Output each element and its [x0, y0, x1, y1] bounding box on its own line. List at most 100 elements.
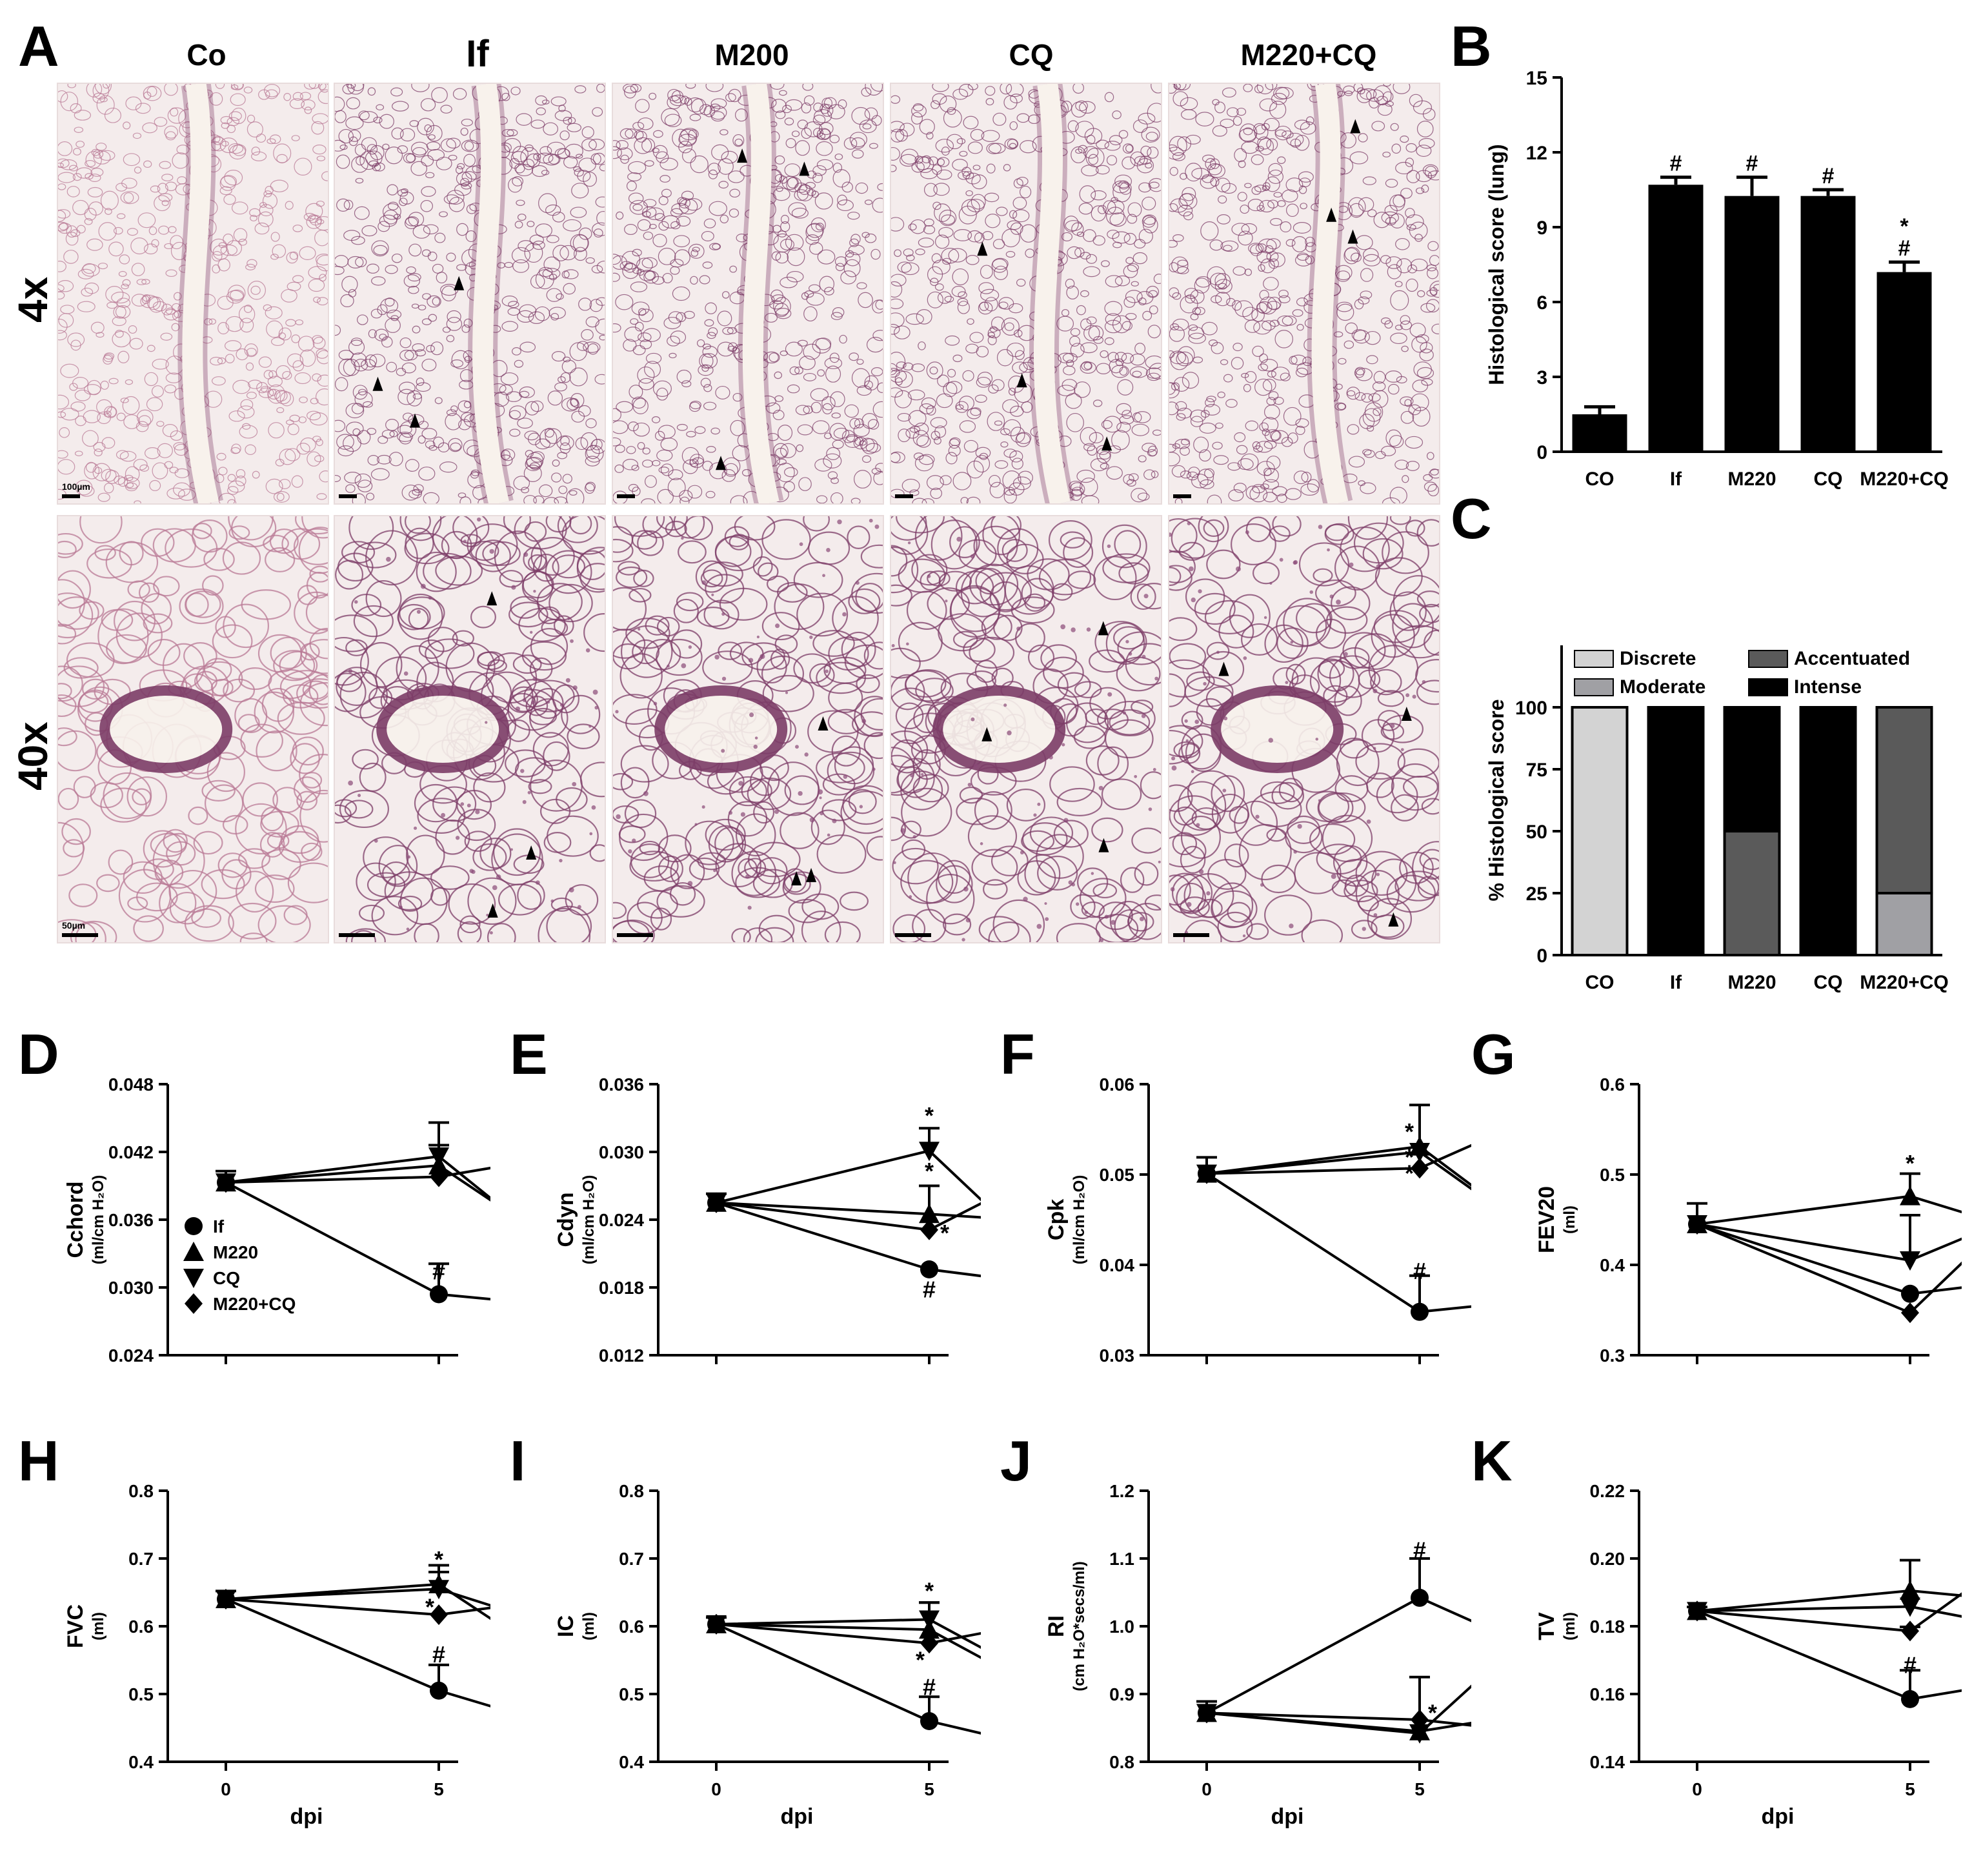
significance-mark: *	[1405, 1144, 1414, 1170]
significance-mark: *	[434, 1546, 443, 1573]
significance-mark: #	[432, 1641, 445, 1668]
arrowhead-marker	[1098, 838, 1109, 852]
arrowhead-marker	[791, 871, 802, 885]
chart-j-ri: 0.80.91.01.11.2056dpiRI(cm H₂O*secs/ml)#…	[1044, 1481, 1471, 1829]
axis-lines	[657, 1084, 949, 1357]
y-tick-label: 0.7	[619, 1549, 644, 1569]
y-tick-label: 0.06	[1100, 1074, 1135, 1094]
scale-bar	[62, 494, 80, 498]
data-point-circle	[1901, 1284, 1919, 1303]
chart-b-histological-score: 0 3 6 9 12 15 Histological score (lung) CO If # M2…	[1485, 68, 1949, 490]
micrograph-40x-2	[612, 515, 884, 943]
scale-bar	[1173, 933, 1209, 937]
y-tick-label: 1.1	[1109, 1549, 1134, 1569]
scale-bar	[339, 933, 375, 937]
y-axis-unit: (cm H₂O*secs/ml)	[1071, 1561, 1088, 1691]
series-line-m220	[1696, 1195, 1962, 1225]
y-axis-unit: (ml/cm H₂O)	[580, 1175, 598, 1265]
chart-d-cchord: 0.024 0.030 0.036 0.042 0.048 Cchord (ml/cm H₂…	[63, 1074, 490, 1366]
scale-bar	[339, 494, 357, 498]
bar-CQ	[1800, 196, 1856, 452]
y-tick-label: 0.3	[1600, 1346, 1625, 1366]
y-tick-label: 12	[1526, 143, 1547, 164]
x-axis-label: dpi	[290, 1804, 323, 1829]
arrowhead-marker	[487, 903, 498, 918]
x-tick-label: CQ	[1814, 972, 1843, 993]
arrowhead-marker	[1326, 207, 1337, 222]
significance-mark: #	[1670, 152, 1682, 176]
series-line-if	[1205, 1172, 1471, 1313]
tissue-texture	[613, 84, 883, 503]
y-tick-label: 0.030	[599, 1142, 644, 1162]
arrowhead-marker	[737, 148, 748, 163]
legend-label: M220+CQ	[213, 1294, 296, 1314]
stacked-bar-If-intense	[1647, 706, 1705, 956]
series-line-cq	[225, 1155, 490, 1200]
data-point-triangle-down	[1409, 1143, 1430, 1162]
data-point-triangle	[1900, 1580, 1920, 1600]
x-tick-label: 5	[1414, 1779, 1425, 1799]
data-point-triangle-down	[183, 1269, 204, 1288]
y-tick-label: 0.6	[128, 1617, 154, 1637]
panel-letter-j: J	[1000, 1429, 1032, 1493]
scale-bar	[62, 933, 98, 937]
significance-mark: *	[925, 1158, 934, 1184]
significance-mark: #	[1746, 152, 1758, 176]
arrowhead-marker	[1098, 621, 1109, 636]
data-point-diamond	[1901, 1620, 1919, 1642]
y-tick-label: 0.5	[128, 1684, 154, 1704]
scale-bar	[617, 494, 635, 498]
data-point-triangle	[1900, 1185, 1920, 1205]
y-axis-unit: (ml/cm H₂O)	[90, 1175, 107, 1265]
arrowhead-marker	[410, 413, 421, 428]
data-point-circle	[430, 1681, 448, 1700]
data-point-circle	[920, 1260, 938, 1278]
significance-mark: #	[1822, 164, 1835, 188]
data-point-triangle-down	[919, 1610, 940, 1630]
y-axis-label: Cchord	[63, 1182, 88, 1258]
y-axis-label: FVC	[63, 1604, 88, 1648]
y-tick-label: 0.6	[619, 1617, 644, 1637]
y-tick-label: 0.5	[619, 1684, 644, 1704]
series-line-if	[225, 1181, 490, 1301]
y-tick-label: 0.8	[619, 1481, 644, 1501]
y-tick-label: 0.22	[1590, 1481, 1625, 1501]
y-tick-label: 0.6	[1600, 1074, 1625, 1094]
arrowhead-marker	[1401, 707, 1412, 721]
y-tick-label: 0.012	[599, 1346, 644, 1366]
x-axis-label: dpi	[1271, 1804, 1304, 1829]
legend-label: Discrete	[1620, 648, 1696, 669]
legend-label: CQ	[213, 1268, 240, 1288]
error-bar	[1660, 176, 1691, 185]
y-axis-label: RI	[1044, 1615, 1069, 1637]
series-line-m220	[225, 1164, 490, 1202]
column-title-cq: CQ	[1009, 38, 1054, 72]
y-axis-label: Cpk	[1044, 1199, 1069, 1240]
panel-letter-a: A	[18, 14, 59, 78]
data-point-diamond	[217, 1172, 235, 1193]
micrograph-4x-4	[1168, 83, 1440, 505]
series-line-if	[1206, 1596, 1471, 1715]
series-line-m220	[716, 1622, 981, 1659]
data-point-diamond	[217, 1589, 235, 1609]
micrograph-4x-3	[890, 83, 1162, 505]
legend-label: If	[213, 1216, 225, 1236]
data-point-diamond	[920, 1219, 938, 1240]
x-axis-label: dpi	[1762, 1804, 1795, 1829]
axis-lines	[166, 1491, 458, 1763]
row-label-40x: 40x	[10, 721, 56, 791]
data-point-diamond	[1688, 1600, 1706, 1622]
error-bar	[1889, 260, 1920, 272]
y-axis-label: FEV20	[1534, 1186, 1559, 1253]
data-point-diamond	[1901, 1302, 1919, 1324]
row-label-4x: 4x	[10, 276, 56, 323]
data-point-circle	[920, 1712, 938, 1730]
arrowhead-marker	[1347, 229, 1358, 244]
y-tick-label: 0.048	[108, 1074, 154, 1094]
data-point-diamond	[1411, 1158, 1429, 1179]
panel-letter-c: C	[1451, 487, 1492, 550]
panel-letter-b: B	[1451, 14, 1492, 78]
legend-swatch	[1748, 650, 1788, 668]
stacked-bar-M220+CQ-moderate	[1875, 892, 1933, 956]
panel-letter-h: H	[18, 1429, 59, 1493]
